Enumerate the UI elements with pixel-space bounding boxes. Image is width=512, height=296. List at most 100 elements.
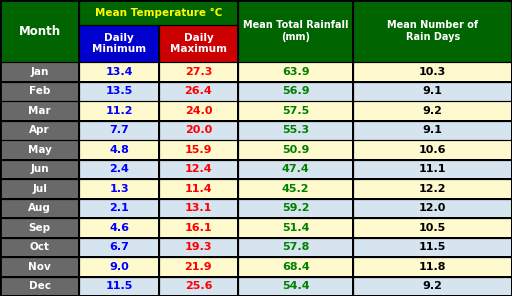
Text: 59.2: 59.2 (282, 203, 309, 213)
Bar (1, 258, 78, 276)
Bar (353, 82, 512, 101)
Text: Nov: Nov (28, 262, 51, 272)
Bar (160, 199, 237, 218)
Bar (80, 277, 158, 295)
Text: 7.7: 7.7 (109, 126, 129, 135)
Bar (159, 101, 238, 121)
Bar (80, 238, 158, 256)
Bar (239, 121, 352, 139)
Bar (239, 102, 352, 120)
Bar (80, 121, 158, 139)
Text: 50.9: 50.9 (282, 145, 309, 155)
Text: 26.4: 26.4 (184, 86, 212, 96)
Bar (353, 62, 512, 82)
Bar (238, 237, 353, 257)
Text: 68.4: 68.4 (282, 262, 310, 272)
Text: 12.4: 12.4 (185, 164, 212, 174)
Bar (80, 180, 158, 198)
Bar (159, 276, 238, 296)
Text: 9.2: 9.2 (423, 106, 442, 116)
Text: 11.2: 11.2 (105, 106, 133, 116)
Text: Daily
Maximum: Daily Maximum (170, 33, 227, 54)
Text: 20.0: 20.0 (185, 126, 212, 135)
Bar (353, 237, 512, 257)
Bar (239, 1, 352, 62)
Text: 51.4: 51.4 (282, 223, 309, 233)
Bar (0, 160, 79, 179)
Bar (354, 82, 511, 101)
Bar (79, 0, 238, 25)
Bar (80, 82, 158, 101)
Bar (353, 257, 512, 276)
Bar (0, 276, 79, 296)
Bar (354, 141, 511, 159)
Text: 47.4: 47.4 (282, 164, 310, 174)
Text: 24.0: 24.0 (185, 106, 212, 116)
Bar (238, 276, 353, 296)
Text: 13.4: 13.4 (105, 67, 133, 77)
Text: Mean Temperature °C: Mean Temperature °C (95, 7, 222, 18)
Bar (1, 102, 78, 120)
Text: Dec: Dec (29, 281, 51, 291)
Text: Oct: Oct (30, 242, 50, 252)
Bar (160, 121, 237, 139)
Bar (1, 277, 78, 295)
Bar (353, 121, 512, 140)
Bar (160, 102, 237, 120)
Bar (79, 140, 159, 160)
Text: 10.6: 10.6 (419, 145, 446, 155)
Bar (238, 160, 353, 179)
Text: Jun: Jun (30, 164, 49, 174)
Text: 27.3: 27.3 (185, 67, 212, 77)
Bar (160, 63, 237, 81)
Bar (160, 277, 237, 295)
Bar (159, 140, 238, 160)
Bar (160, 160, 237, 178)
Bar (239, 219, 352, 237)
Bar (160, 141, 237, 159)
Text: 45.2: 45.2 (282, 184, 309, 194)
Text: 63.9: 63.9 (282, 67, 309, 77)
Bar (353, 0, 512, 62)
Bar (353, 218, 512, 237)
Text: Jan: Jan (31, 67, 49, 77)
Bar (239, 141, 352, 159)
Text: 10.5: 10.5 (419, 223, 446, 233)
Text: 13.5: 13.5 (105, 86, 133, 96)
Bar (159, 121, 238, 140)
Bar (238, 62, 353, 82)
Bar (0, 199, 79, 218)
Bar (354, 258, 511, 276)
Text: 16.1: 16.1 (185, 223, 212, 233)
Text: 9.1: 9.1 (423, 86, 442, 96)
Bar (159, 62, 238, 82)
Bar (239, 277, 352, 295)
Bar (238, 199, 353, 218)
Bar (238, 140, 353, 160)
Text: Mar: Mar (28, 106, 51, 116)
Bar (239, 180, 352, 198)
Bar (1, 1, 78, 62)
Bar (0, 257, 79, 276)
Bar (0, 237, 79, 257)
Text: Daily
Minimum: Daily Minimum (92, 33, 146, 54)
Bar (160, 258, 237, 276)
Bar (354, 277, 511, 295)
Bar (354, 63, 511, 81)
Text: 21.9: 21.9 (185, 262, 212, 272)
Bar (354, 238, 511, 256)
Bar (160, 82, 237, 101)
Text: Month: Month (18, 25, 61, 38)
Bar (0, 140, 79, 160)
Bar (238, 0, 353, 62)
Text: 55.3: 55.3 (282, 126, 309, 135)
Bar (354, 1, 511, 62)
Bar (354, 219, 511, 237)
Text: 11.4: 11.4 (185, 184, 212, 194)
Text: 15.9: 15.9 (185, 145, 212, 155)
Bar (239, 160, 352, 178)
Text: 11.5: 11.5 (105, 281, 133, 291)
Bar (159, 179, 238, 199)
Bar (1, 121, 78, 139)
Bar (159, 25, 238, 62)
